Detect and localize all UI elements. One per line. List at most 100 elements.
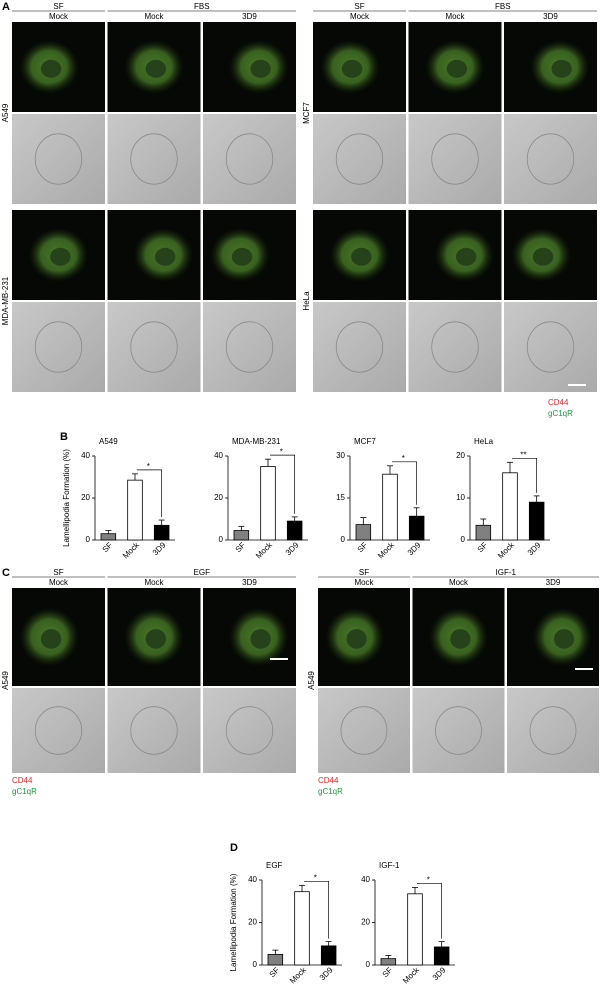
- dic-image: [504, 114, 597, 204]
- bar: [127, 479, 143, 541]
- x-tick-label: Mock: [376, 540, 397, 561]
- dic-cell: [431, 321, 479, 373]
- legend-cd44: CD44: [318, 776, 339, 785]
- panel-label: B: [60, 431, 68, 443]
- dic-image: [107, 302, 201, 392]
- x-tick-label: SF: [268, 965, 282, 979]
- legend-cd44: CD44: [12, 776, 33, 785]
- significance-bracket: [417, 883, 443, 939]
- bar: [382, 473, 398, 541]
- panel-label: D: [230, 842, 238, 854]
- bar: [260, 466, 276, 541]
- column-label: Mock: [49, 12, 69, 21]
- nucleus: [455, 247, 477, 266]
- y-tick-label: 20: [81, 493, 90, 502]
- x-tick-label: SF: [356, 540, 370, 554]
- dic-cell: [34, 706, 83, 755]
- dic-cell: [526, 321, 575, 373]
- x-tick-label: 3D9: [526, 540, 543, 557]
- significance-bracket: [304, 880, 330, 939]
- treatment-label: IGF-1: [496, 568, 517, 577]
- significance: *: [280, 447, 283, 456]
- y-axis-label: Lamellipodia Formation (%): [229, 873, 238, 971]
- panel-label: C: [2, 567, 10, 579]
- dic-image: [107, 688, 201, 773]
- dic-cell: [335, 133, 384, 185]
- row-label: A549: [307, 671, 316, 690]
- y-tick-label: 30: [336, 451, 345, 460]
- y-tick-label: 0: [86, 535, 91, 544]
- x-tick-label: Mock: [496, 540, 517, 561]
- nucleus: [341, 59, 363, 78]
- scale-bar: [270, 658, 288, 660]
- y-tick-label: 0: [219, 535, 224, 544]
- treatment-label: FBS: [495, 2, 511, 11]
- x-tick-label: 3D9: [406, 540, 423, 557]
- y-tick-label: 40: [81, 451, 90, 460]
- dic-image: [203, 302, 296, 392]
- dic-cell: [526, 133, 575, 185]
- significance-bracket: [512, 457, 538, 493]
- x-tick-label: SF: [476, 540, 490, 554]
- bar: [475, 524, 492, 541]
- dic-image: [408, 114, 502, 204]
- column-label: Mock: [354, 578, 374, 587]
- dic-image: [507, 688, 599, 773]
- column-label: Mock: [449, 578, 469, 587]
- y-axis-label: Lamellipodia Formation (%): [62, 449, 71, 547]
- dic-image: [12, 688, 105, 773]
- panel-label: A: [2, 1, 10, 13]
- nucleus: [250, 59, 271, 78]
- dic-cell: [130, 321, 178, 373]
- x-tick-label: 3D9: [284, 540, 301, 557]
- y-tick-label: 0: [366, 960, 371, 969]
- y-tick-label: 40: [361, 875, 370, 884]
- y-tick-label: 20: [456, 451, 465, 460]
- x-tick-label: Mock: [288, 965, 309, 986]
- column-label: Mock: [144, 578, 164, 587]
- dic-image: [504, 302, 597, 392]
- nucleus: [250, 629, 271, 649]
- chart-title: A549: [99, 437, 118, 446]
- group-label: SF: [53, 2, 63, 11]
- chart-title: IGF-1: [379, 861, 400, 870]
- nucleus: [145, 59, 167, 78]
- dic-cell: [431, 133, 479, 185]
- chart-title: EGF: [266, 861, 283, 870]
- y-tick-label: 15: [336, 493, 345, 502]
- scale-bar: [575, 668, 593, 670]
- bar: [294, 891, 310, 966]
- y-tick-label: 20: [214, 493, 223, 502]
- column-label: Mock: [49, 578, 69, 587]
- nucleus: [40, 629, 62, 649]
- dic-image: [203, 688, 296, 773]
- dic-image: [408, 302, 502, 392]
- y-tick-label: 0: [253, 960, 258, 969]
- x-tick-label: 3D9: [151, 540, 168, 557]
- bar: [433, 946, 450, 966]
- significance: *: [314, 873, 317, 882]
- significance: **: [520, 450, 526, 459]
- significance-bracket: [270, 454, 296, 514]
- treatment-label: FBS: [194, 2, 210, 11]
- dic-image: [12, 114, 105, 204]
- group-label: SF: [354, 2, 364, 11]
- bar: [286, 520, 303, 541]
- bar: [502, 472, 518, 541]
- nucleus: [40, 59, 62, 78]
- chart-title: MDA-MB-231: [232, 437, 281, 446]
- dic-cell: [225, 706, 274, 755]
- dic-cell: [130, 706, 178, 755]
- nucleus: [50, 247, 71, 266]
- bar: [320, 945, 337, 966]
- dic-cell: [435, 706, 482, 755]
- nucleus: [532, 247, 554, 266]
- dic-image: [313, 302, 406, 392]
- bar: [233, 530, 250, 541]
- legend-gc1qr: gC1qR: [12, 787, 37, 796]
- dic-image: [412, 688, 505, 773]
- row-label: MDA-MB-231: [1, 276, 10, 325]
- row-label: A549: [1, 103, 10, 122]
- column-label: 3D9: [546, 578, 561, 587]
